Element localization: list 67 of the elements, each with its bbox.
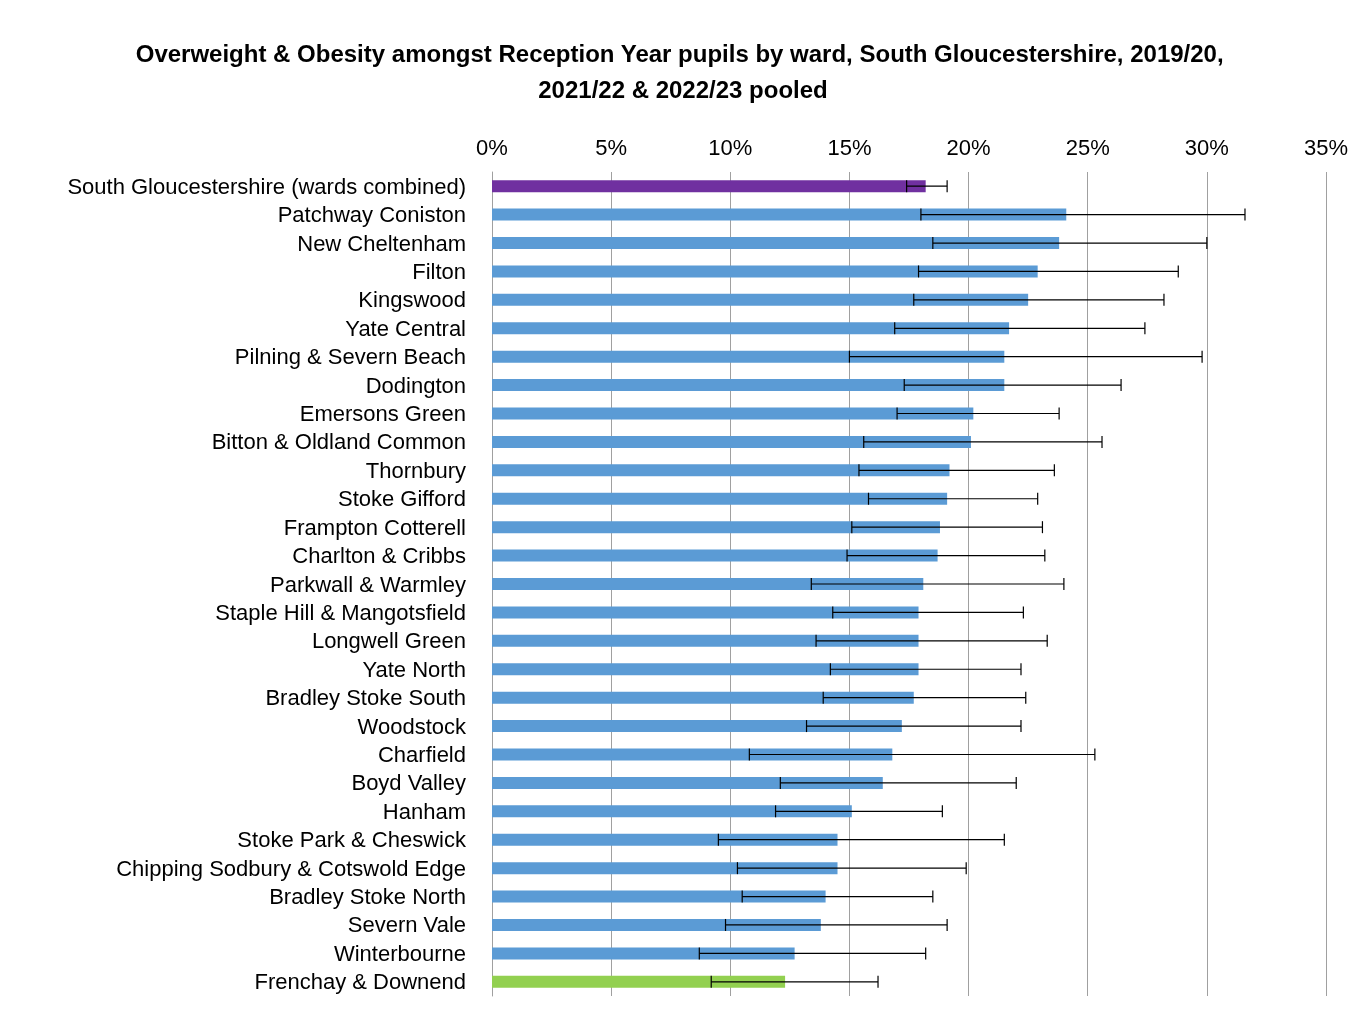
x-tick-label: 15% xyxy=(827,134,872,160)
y-tick-label: Charlton & Cribbs xyxy=(292,543,466,569)
y-tick-label: Yate North xyxy=(362,656,466,682)
x-tick-label: 10% xyxy=(708,134,753,160)
bar xyxy=(492,691,914,704)
bar xyxy=(492,890,826,903)
y-tick-label: Pilning & Severn Beach xyxy=(234,344,466,370)
y-tick-label: Stoke Gifford xyxy=(338,486,466,512)
y-tick-label: New Cheltenham xyxy=(297,230,466,256)
y-tick-label: Frampton Cotterell xyxy=(283,514,466,540)
x-tick-label: 35% xyxy=(1303,134,1349,160)
y-tick-label: Bitton & Oldland Common xyxy=(211,429,466,455)
y-tick-label: Bradley Stoke South xyxy=(265,685,466,711)
x-tick-label: 0% xyxy=(476,134,508,160)
bar xyxy=(492,947,795,960)
bar xyxy=(492,663,919,676)
y-tick-label: Thornbury xyxy=(365,457,466,483)
bar xyxy=(492,407,974,420)
bar xyxy=(492,549,938,562)
bar xyxy=(492,180,926,193)
y-tick-label: Filton xyxy=(412,258,466,284)
bar xyxy=(492,435,971,448)
bar xyxy=(492,748,893,761)
y-tick-label: Boyd Valley xyxy=(351,770,466,796)
y-tick-label: Bradley Stoke North xyxy=(269,884,466,910)
x-tick-label: 5% xyxy=(595,134,628,160)
bar xyxy=(492,606,919,619)
bar xyxy=(492,833,838,846)
bar xyxy=(492,293,1029,306)
x-tick-label: 20% xyxy=(946,134,991,160)
y-tick-label: Hanham xyxy=(382,798,466,824)
y-tick-label: Staple Hill & Mangotsfield xyxy=(215,599,466,625)
bar xyxy=(492,322,1010,335)
y-tick-label: Charfield xyxy=(377,741,466,767)
bar xyxy=(492,776,883,789)
bar xyxy=(492,350,1005,363)
bar xyxy=(492,578,924,590)
y-tick-label: Chipping Sodbury & Cotswold Edge xyxy=(116,855,466,881)
y-tick-label: Longwell Green xyxy=(311,628,466,654)
bar xyxy=(492,237,1060,250)
bar xyxy=(492,464,950,477)
y-tick-label: Dodington xyxy=(365,372,466,398)
bar xyxy=(492,805,852,818)
y-tick-label: Stoke Park & Cheswick xyxy=(237,827,467,853)
x-tick-label: 30% xyxy=(1184,134,1229,160)
bar xyxy=(492,521,940,534)
y-tick-label: Frenchay & Downend xyxy=(254,969,466,995)
y-tick-label: Winterbourne xyxy=(333,940,466,966)
y-tick-label: South Gloucestershire (wards combined) xyxy=(67,173,466,199)
y-tick-label: Parkwall & Warmley xyxy=(270,571,466,597)
y-tick-label: Yate Central xyxy=(345,315,466,341)
y-tick-label: Severn Vale xyxy=(347,912,466,938)
bar xyxy=(492,634,919,647)
bar xyxy=(492,918,821,931)
bar xyxy=(492,379,1005,392)
bar xyxy=(492,492,948,505)
bar xyxy=(492,208,1067,221)
bar xyxy=(492,862,838,875)
y-tick-label: Kingswood xyxy=(358,287,466,313)
bar xyxy=(492,975,786,988)
bar xyxy=(492,720,902,733)
y-tick-label: Patchway Coniston xyxy=(277,202,466,228)
y-tick-label: Woodstock xyxy=(357,713,467,739)
bar xyxy=(492,265,1038,278)
y-tick-label: Emersons Green xyxy=(299,401,466,427)
x-tick-label: 25% xyxy=(1065,134,1110,160)
chart-title: Overweight & Obesity amongst Reception Year pupils by ward, South Gloucestershire, 2019/20, 2021/22 & 2022/23 pooled xyxy=(135,39,1231,103)
